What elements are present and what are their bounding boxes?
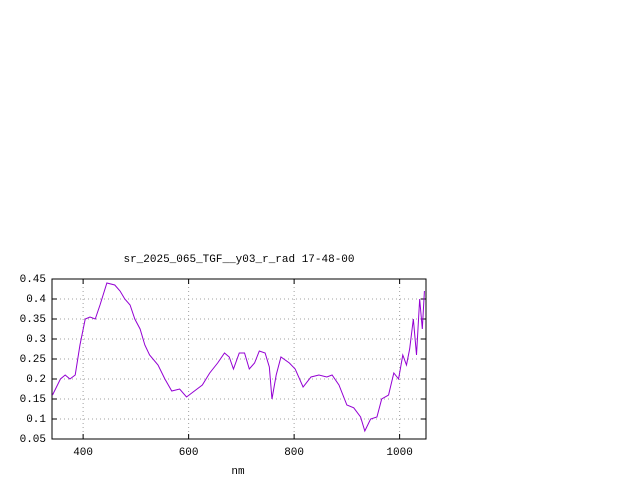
chart-title: sr_2025_065_TGF__y03_r_rad 17-48-00 [123, 254, 354, 266]
y-tick-label: 0.4 [26, 294, 46, 306]
x-tick-label: 400 [73, 447, 93, 459]
x-tick-label: 1000 [386, 447, 412, 459]
y-tick-label: 0.1 [26, 414, 46, 426]
y-tick-label: 0.25 [20, 354, 46, 366]
plot-border [51, 278, 427, 440]
data-line [52, 282, 425, 433]
y-tick-label: 0.35 [20, 314, 46, 326]
x-tick-label: 600 [179, 447, 199, 459]
x-tick-label: 800 [284, 447, 304, 459]
y-tick-label: 0.3 [26, 334, 46, 346]
y-tick-label: 0.15 [20, 394, 46, 406]
y-tick-label: 0.05 [20, 434, 46, 446]
y-tick-label: 0.2 [26, 374, 46, 386]
y-tick-label: 0.45 [20, 274, 46, 286]
x-axis-label: nm [231, 466, 245, 478]
